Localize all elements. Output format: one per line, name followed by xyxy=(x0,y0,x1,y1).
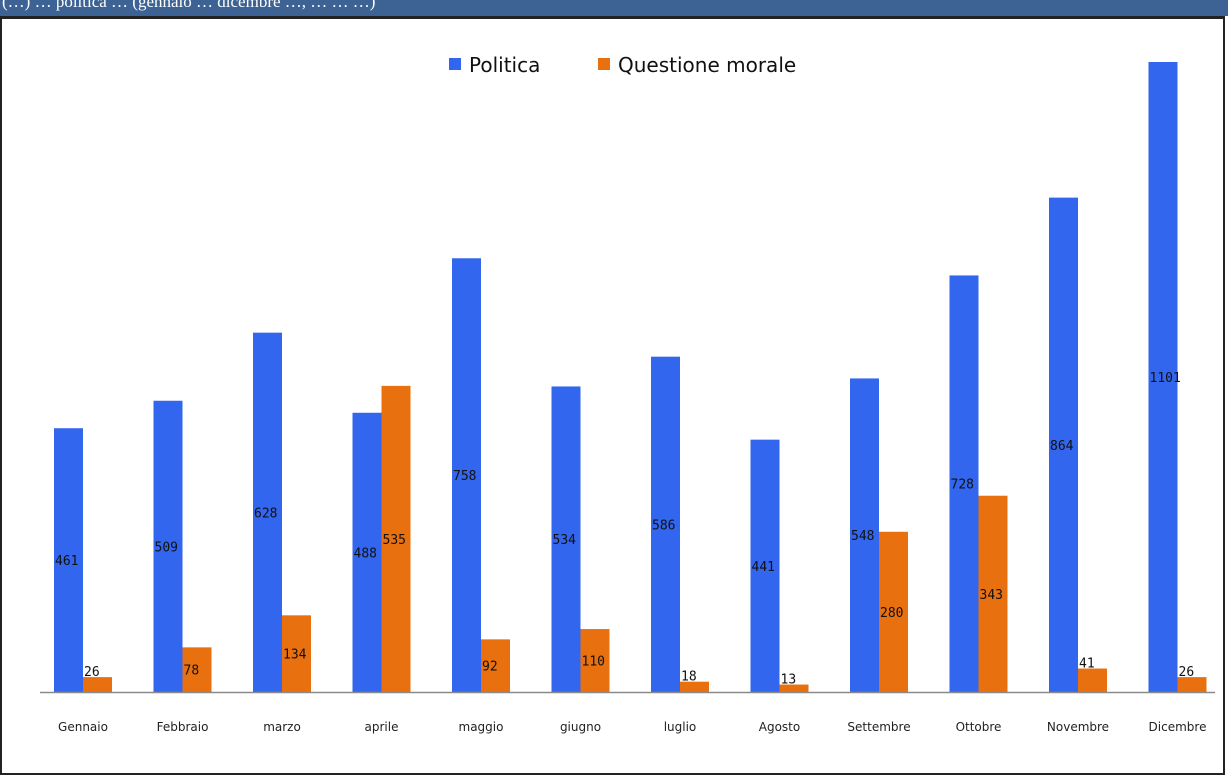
bar-politica-9 xyxy=(949,275,979,692)
bar-questione-morale-1 xyxy=(182,647,212,692)
legend-label-politica: Politica xyxy=(469,53,540,77)
data-label-politica-5: 534 xyxy=(553,533,577,548)
data-label-politica-11: 1101 xyxy=(1150,371,1181,386)
bar-questione-morale-10 xyxy=(1078,668,1107,692)
x-axis-ticks: Gennaio Febbraio marzo aprile maggio giugno lu… xyxy=(58,720,1206,734)
banner-text: (…) … politica … (gennaio … dicembre …, … xyxy=(2,0,376,11)
data-label-politica-8: 548 xyxy=(851,529,874,544)
bar-politica-4 xyxy=(452,258,481,692)
data-label-politica-1: 509 xyxy=(155,540,178,555)
data-label-politica-10: 864 xyxy=(1050,439,1074,454)
bar-questione-morale-0 xyxy=(83,677,112,692)
bar-politica-6 xyxy=(651,356,680,692)
x-tick-label-10: Novembre xyxy=(1047,720,1109,734)
chart-frame xyxy=(0,16,1225,775)
data-label-politica-9: 728 xyxy=(951,478,974,493)
data-label-questione-morale-0: 26 xyxy=(84,665,100,680)
x-tick-label-9: Ottobre xyxy=(956,720,1002,734)
bar-politica-0 xyxy=(54,428,83,692)
data-label-politica-4: 758 xyxy=(453,469,476,484)
data-label-questione-morale-11: 26 xyxy=(1179,665,1195,680)
data-label-questione-morale-3: 535 xyxy=(383,533,406,548)
bar-questione-morale-5 xyxy=(580,629,610,692)
bar-politica-2 xyxy=(253,332,282,692)
top-banner: (…) … politica … (gennaio … dicembre …, … xyxy=(0,0,1228,16)
x-tick-label-11: Dicembre xyxy=(1149,720,1207,734)
bar-questione-morale-6 xyxy=(680,681,709,692)
bar-questione-morale-8 xyxy=(879,531,908,692)
data-label-politica-3: 488 xyxy=(354,546,377,561)
bar-questione-morale-11 xyxy=(1177,677,1207,692)
data-label-politica-7: 441 xyxy=(752,560,775,575)
data-label-questione-morale-9: 343 xyxy=(980,588,1003,603)
data-label-questione-morale-6: 18 xyxy=(681,670,697,685)
data-label-questione-morale-1: 78 xyxy=(184,664,200,679)
bar-politica-5 xyxy=(551,386,581,692)
data-label-questione-morale-8: 280 xyxy=(880,606,903,621)
data-label-questione-morale-5: 110 xyxy=(582,655,605,670)
bar-politica-7 xyxy=(750,439,780,692)
bar-politica-10 xyxy=(1049,197,1078,692)
bar-politica-11 xyxy=(1148,62,1178,692)
data-label-politica-0: 461 xyxy=(55,554,78,569)
chart-legend: Politica Questione morale xyxy=(449,53,796,77)
legend-swatch-politica xyxy=(449,58,461,70)
x-tick-label-3: aprile xyxy=(365,720,399,734)
data-label-questione-morale-10: 41 xyxy=(1079,657,1095,672)
x-tick-label-8: Settembre xyxy=(847,720,910,734)
data-label-questione-morale-4: 92 xyxy=(482,660,498,675)
bar-questione-morale-2 xyxy=(282,615,311,692)
chart-bars: 461 26 509 78 628 134 488 535 758 92 534 110 586 18 44… xyxy=(54,62,1207,692)
bar-politica-3 xyxy=(352,412,382,692)
x-tick-label-2: marzo xyxy=(263,720,301,734)
x-tick-label-5: giugno xyxy=(560,720,601,734)
x-tick-label-4: maggio xyxy=(459,720,504,734)
bar-politica-8 xyxy=(850,378,879,692)
data-label-politica-6: 586 xyxy=(652,518,675,533)
x-tick-label-7: Agosto xyxy=(759,720,800,734)
bar-politica-1 xyxy=(153,400,183,692)
x-tick-label-1: Febbraio xyxy=(157,720,209,734)
data-label-questione-morale-2: 134 xyxy=(283,648,307,663)
data-label-politica-2: 628 xyxy=(254,506,277,521)
legend-label-questione-morale: Questione morale xyxy=(618,53,796,77)
bar-questione-morale-7 xyxy=(779,684,809,692)
x-tick-label-6: luglio xyxy=(664,720,697,734)
legend-swatch-questione-morale xyxy=(598,58,610,70)
x-tick-label-0: Gennaio xyxy=(58,720,108,734)
bar-questione-morale-9 xyxy=(978,495,1008,692)
bar-questione-morale-4 xyxy=(481,639,510,692)
data-label-questione-morale-7: 13 xyxy=(781,673,797,688)
bar-questione-morale-3 xyxy=(381,385,411,692)
